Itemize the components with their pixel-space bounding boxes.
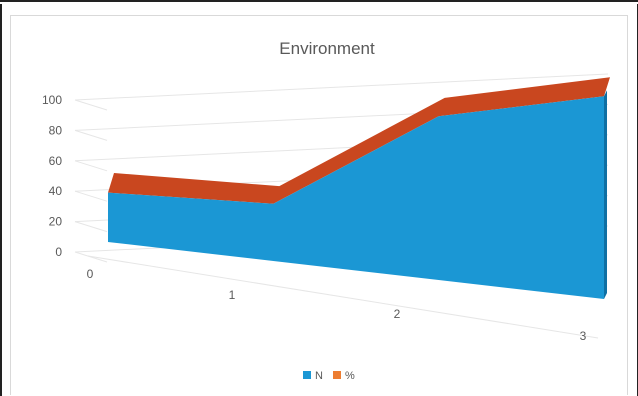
series-side-face [604,90,607,299]
legend-label: % [345,370,355,382]
x-axis-ticks: 0 1 2 3 [87,267,587,343]
gridline-side [74,160,108,172]
legend-swatch [333,371,341,379]
y-tick-label: 0 [55,245,62,259]
x-tick-label: 0 [87,267,94,281]
y-tick-label: 80 [49,123,63,137]
gridline-side [74,99,108,111]
legend: N% [303,370,355,382]
legend-label: N [315,370,323,382]
gridline-side [74,221,108,233]
gridline-side [74,190,108,202]
series-area-n [108,96,604,299]
x-tick-label: 2 [394,307,401,321]
gridline [74,73,609,101]
y-tick-label: 20 [49,215,63,229]
plot-areas [108,77,610,299]
legend-swatch [303,371,311,379]
y-tick-label: 40 [49,184,63,198]
y-axis-ticks: 0 20 40 60 80 100 [42,93,62,259]
y-tick-label: 60 [49,154,63,168]
gridline-side [74,129,108,141]
gridline-side [74,251,108,263]
y-tick-label: 100 [42,93,62,107]
floor-line [87,255,599,339]
x-tick-label: 3 [580,329,587,343]
frame-left-border [0,4,2,396]
x-tick-label: 1 [229,288,236,302]
series-area-percent [108,77,610,204]
chart-title: Environment [279,39,375,58]
